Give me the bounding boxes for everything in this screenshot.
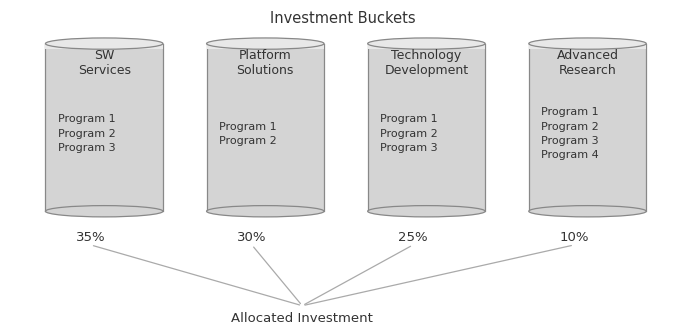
Text: Program 1
Program 2
Program 3
Program 4: Program 1 Program 2 Program 3 Program 4 xyxy=(541,107,599,161)
Bar xyxy=(207,44,324,49)
Bar xyxy=(207,44,324,211)
Ellipse shape xyxy=(207,38,324,49)
Text: Investment Buckets: Investment Buckets xyxy=(270,12,415,26)
Text: Technology
Development: Technology Development xyxy=(384,49,469,77)
Text: Advanced
Research: Advanced Research xyxy=(556,49,619,77)
Text: Program 1
Program 2
Program 3: Program 1 Program 2 Program 3 xyxy=(58,114,115,153)
Text: Allocated Investment: Allocated Investment xyxy=(232,312,373,325)
Ellipse shape xyxy=(529,206,646,217)
Text: Platform
Solutions: Platform Solutions xyxy=(236,49,294,77)
Ellipse shape xyxy=(207,206,324,217)
Ellipse shape xyxy=(368,38,485,49)
Bar xyxy=(45,44,163,211)
Text: 35%: 35% xyxy=(76,231,105,244)
Text: 10%: 10% xyxy=(560,231,589,244)
Ellipse shape xyxy=(368,206,485,217)
Text: Program 1
Program 2
Program 3: Program 1 Program 2 Program 3 xyxy=(379,114,438,153)
Bar xyxy=(45,44,163,49)
Bar xyxy=(529,44,646,49)
Text: Program 1
Program 2: Program 1 Program 2 xyxy=(219,122,276,146)
Ellipse shape xyxy=(529,38,646,49)
Text: 30%: 30% xyxy=(237,231,266,244)
Text: SW
Services: SW Services xyxy=(77,49,131,77)
Bar xyxy=(368,44,485,49)
Ellipse shape xyxy=(45,38,163,49)
Text: 25%: 25% xyxy=(398,231,428,244)
Bar xyxy=(368,44,485,211)
Ellipse shape xyxy=(45,206,163,217)
Bar xyxy=(529,44,646,211)
